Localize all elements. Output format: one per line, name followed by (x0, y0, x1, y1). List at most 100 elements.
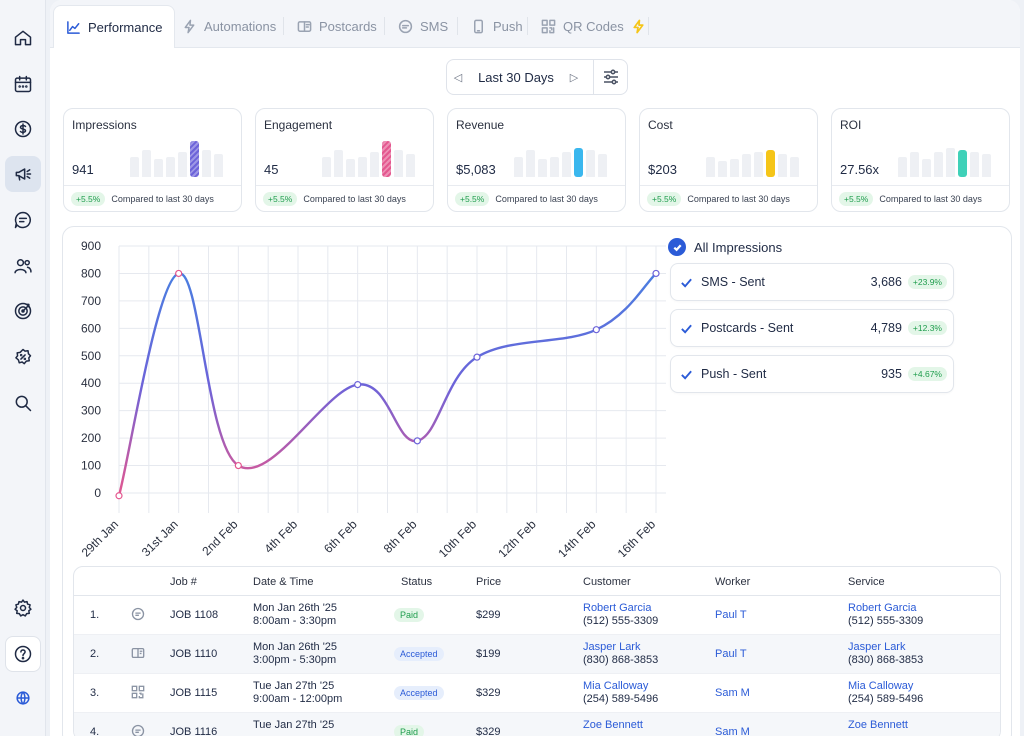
tab-sms[interactable]: SMS (386, 5, 460, 48)
col-price[interactable]: Price (476, 576, 502, 588)
nav-globe[interactable] (5, 680, 41, 716)
series-item[interactable]: Push - Sent 935 +4.67% (670, 355, 954, 393)
check-icon (671, 322, 701, 335)
kpi-card-roi[interactable]: ROI 27.56x +5.5% Compared to last 30 days (831, 108, 1010, 212)
data-point (115, 492, 123, 500)
spark-bar (526, 150, 535, 177)
tab-postcards[interactable]: Postcards (285, 5, 389, 48)
kpi-card-revenue[interactable]: Revenue $5,083 +5.5% Compared to last 30 da… (447, 108, 626, 212)
col-customer[interactable]: Customer (583, 576, 631, 588)
nav-goals[interactable] (5, 293, 41, 329)
service-link[interactable]: Mia Calloway (848, 680, 914, 692)
kpi-card-engagement[interactable]: Engagement 45 +5.5% Compared to last 30 day… (255, 108, 434, 212)
sidebar (0, 0, 46, 736)
compare-text: Compared to last 30 days (687, 194, 790, 204)
kpi-sparkbars (706, 139, 810, 177)
x-tick-label: 29th Jan (79, 517, 121, 557)
spark-bar (970, 152, 979, 177)
tab-label: QR Codes (563, 19, 624, 34)
data-point (354, 380, 362, 389)
target-icon (14, 302, 32, 320)
x-tick-label: 31st Jan (139, 517, 181, 557)
table-row[interactable]: 3. JOB 1115 Tue Jan 27th '25 9:00am - 12:00… (74, 674, 1000, 713)
nav-customers[interactable] (5, 248, 41, 284)
kpi-sparkbars (514, 139, 618, 177)
table-row[interactable]: 4. JOB 1116 Tue Jan 27th '25 Paid $329 Zoe Be… (74, 713, 1000, 736)
col-worker[interactable]: Worker (715, 576, 751, 588)
col-service[interactable]: Service (848, 576, 885, 588)
spark-bar (598, 154, 607, 177)
table-row[interactable]: 1. JOB 1108 Mon Jan 26th '25 8:00am - 3:30p… (74, 596, 1000, 635)
table-row[interactable]: 2. JOB 1110 Mon Jan 26th '25 3:00pm - 5:30p… (74, 635, 1000, 674)
tab-label: Automations (204, 19, 277, 34)
worker-link[interactable]: Paul T (715, 648, 747, 660)
tab-divider (457, 17, 458, 35)
spark-bar (346, 159, 355, 177)
worker-link[interactable]: Paul T (715, 609, 747, 621)
spark-bar (358, 157, 367, 177)
col-date[interactable]: Date & Time (253, 576, 314, 588)
globe-icon (16, 691, 30, 705)
nav-settings[interactable] (5, 590, 41, 626)
chevron-left-icon: ◁ (453, 71, 463, 84)
series-item[interactable]: SMS - Sent 3,686 +23.9% (670, 263, 954, 301)
next-range-button[interactable]: ▷ (563, 71, 585, 84)
spark-bar (922, 159, 931, 177)
x-tick-label: 12th Feb (495, 517, 539, 557)
service-link[interactable]: Jasper Lark (848, 641, 906, 653)
tab-divider (283, 17, 284, 35)
megaphone-icon (15, 168, 32, 181)
nav-discounts[interactable] (5, 339, 41, 375)
bolt-icon (633, 19, 644, 34)
customer-link[interactable]: Jasper Lark (583, 641, 641, 653)
date-range-label[interactable]: Last 30 Days (478, 69, 554, 85)
job-date: Mon Jan 26th '25 (253, 602, 338, 614)
all-impressions-label: All Impressions (694, 239, 783, 255)
col-job[interactable]: Job # (170, 576, 197, 588)
tab-push[interactable]: Push (459, 5, 535, 48)
worker-link[interactable]: Sam M (715, 726, 750, 736)
nav-billing[interactable] (5, 111, 41, 147)
service-link[interactable]: Robert Garcia (848, 602, 917, 614)
series-change-badge: +12.3% (907, 321, 947, 335)
chat-icon (14, 211, 31, 229)
change-badge: +5.5% (839, 192, 874, 206)
all-impressions-toggle[interactable]: All Impressions (668, 238, 782, 256)
tab-qr-codes[interactable]: QR Codes (529, 5, 658, 48)
service-link[interactable]: Zoe Bennett (848, 719, 908, 731)
service-phone: (830) 868-3853 (848, 654, 924, 666)
kpi-title: Revenue (456, 118, 505, 132)
series-item[interactable]: Postcards - Sent 4,789 +12.3% (670, 309, 954, 347)
kpi-card-impressions[interactable]: Impressions 941 +5.5% Compared to last 30 d… (63, 108, 242, 212)
customer-link[interactable]: Mia Calloway (583, 680, 649, 692)
check-icon (671, 276, 701, 289)
spark-bar (202, 150, 211, 177)
customer-link[interactable]: Robert Garcia (583, 602, 652, 614)
tab-performance[interactable]: Performance (53, 5, 176, 48)
data-point (473, 353, 481, 361)
phone-icon (474, 19, 483, 34)
filter-button[interactable] (594, 68, 627, 86)
job-number: JOB 1115 (170, 687, 218, 699)
nav-home[interactable] (5, 20, 41, 56)
nav-messages[interactable] (5, 202, 41, 238)
kpi-sparkbars (322, 139, 426, 177)
y-tick-label: 500 (81, 349, 101, 363)
tab-automations[interactable]: Automations (170, 5, 288, 48)
kpi-value: 941 (72, 162, 94, 177)
spark-bar (898, 157, 907, 177)
nav-search[interactable] (5, 385, 41, 421)
spark-bar (982, 154, 991, 177)
col-status[interactable]: Status (401, 576, 433, 588)
spark-bar (514, 157, 523, 177)
data-point (234, 461, 242, 470)
nav-help[interactable] (5, 636, 41, 672)
customer-link[interactable]: Zoe Bennett (583, 719, 643, 731)
kpi-card-cost[interactable]: Cost $203 +5.5% Compared to last 30 days (639, 108, 818, 212)
job-time: 3:00pm - 5:30pm (253, 654, 337, 666)
worker-link[interactable]: Sam M (715, 687, 750, 699)
nav-calendar[interactable] (5, 66, 41, 102)
spark-bar (706, 157, 715, 177)
nav-marketing[interactable] (5, 156, 41, 192)
prev-range-button[interactable]: ◁ (447, 71, 469, 84)
